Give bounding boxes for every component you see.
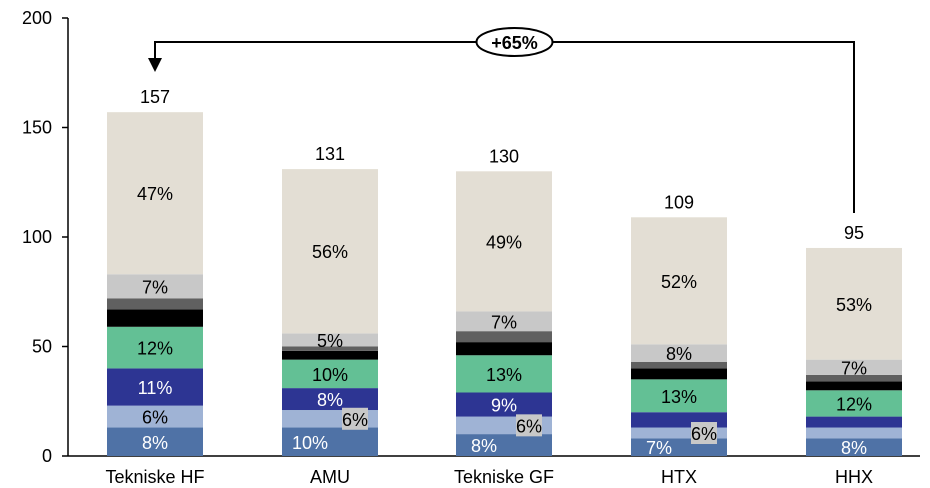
axes: 0 50 100 150 200 Tekniske HF AMU Tekniske GF HTX… [22, 8, 920, 487]
segment-label: 56% [312, 242, 348, 262]
total-label: 157 [140, 87, 170, 107]
bar-segment [806, 438, 902, 456]
bar-segment [806, 247, 902, 360]
segment-label: 5% [317, 331, 343, 351]
bar-segment [806, 359, 902, 375]
bar-segment [282, 169, 378, 334]
bar-segment [107, 405, 203, 428]
segment-label: 8% [471, 436, 497, 456]
label-background [516, 414, 542, 437]
segment-label: 8% [317, 390, 343, 410]
y-tick-label: 50 [32, 337, 52, 357]
segment-label: 47% [137, 184, 173, 204]
label-background [691, 422, 717, 445]
total-label: 95 [844, 223, 864, 243]
segment-label: 8% [142, 433, 168, 453]
bar-segment [282, 359, 378, 389]
segment-label: 11% [138, 378, 173, 398]
segment-label: 13% [486, 365, 522, 385]
bar-segment [806, 416, 902, 428]
bar-segment [806, 427, 902, 439]
segment-label: 49% [486, 232, 522, 252]
y-tick-label: 150 [22, 118, 52, 138]
bar-segment [456, 331, 552, 343]
segment-label: 9% [491, 396, 517, 416]
segment-label: 12% [836, 394, 872, 414]
bar-segment [456, 342, 552, 356]
y-tick-label: 200 [22, 8, 52, 28]
bar-segment [107, 368, 203, 406]
bar-segment [282, 388, 378, 411]
bar-segment [282, 346, 378, 351]
bar-segment [806, 374, 902, 382]
label-background [342, 407, 368, 430]
bar-segment [456, 355, 552, 393]
bar-segment [456, 311, 552, 332]
segment-label: 7% [646, 438, 672, 458]
segment-label: 52% [661, 272, 697, 292]
bar-segment [456, 434, 552, 456]
bar-segment [107, 427, 203, 456]
bar-segment [631, 427, 727, 439]
segment-label: 6% [342, 410, 368, 430]
segment-label: 7% [142, 277, 168, 297]
bar-segment [456, 171, 552, 312]
bars: 1578%6%11%12%7%47%13110%6%8%10%5%56%1308… [107, 87, 902, 458]
total-label: 130 [489, 146, 519, 166]
x-tick-label: AMU [310, 467, 350, 487]
annotation-bubble [475, 27, 554, 57]
bar-segment [107, 298, 203, 310]
bar-segment [107, 274, 203, 299]
segment-label: 53% [836, 295, 872, 315]
x-tick-label: HTX [661, 467, 697, 487]
x-tick-label: Tekniske HF [105, 467, 204, 487]
bar-segment [282, 333, 378, 347]
segment-label: 7% [841, 358, 867, 378]
bar-segment [631, 344, 727, 362]
segment-label: 8% [841, 438, 867, 458]
segment-label: 6% [691, 424, 717, 444]
segment-label: 10% [312, 365, 348, 385]
bar-segment [282, 350, 378, 360]
total-label: 131 [315, 144, 345, 164]
y-tick-label: 0 [42, 446, 52, 466]
bar-segment [631, 379, 727, 413]
bar-segment [631, 361, 727, 369]
segment-label: 10% [292, 433, 328, 453]
total-label: 109 [664, 192, 694, 212]
bar-segment [107, 309, 203, 327]
segment-label: 13% [661, 387, 697, 407]
bar-segment [282, 427, 378, 456]
bar-segment [806, 381, 902, 391]
bar-segment [631, 217, 727, 345]
bar-segment [806, 390, 902, 417]
x-tick-label: HHX [835, 467, 873, 487]
arrow-head [148, 58, 162, 72]
y-tick-label: 100 [22, 227, 52, 247]
segment-label: 7% [491, 312, 517, 332]
bar-segment [456, 392, 552, 417]
growth-annotation: +65% [148, 27, 855, 213]
segment-label: 8% [666, 344, 692, 364]
bar-segment [107, 326, 203, 369]
segment-label: 6% [516, 416, 542, 436]
bar-segment [107, 112, 203, 275]
segment-label: 12% [137, 339, 173, 359]
bar-segment [631, 368, 727, 380]
annotation-label: +65% [491, 33, 538, 53]
segment-label: 6% [142, 408, 168, 428]
x-tick-label: Tekniske GF [454, 467, 554, 487]
